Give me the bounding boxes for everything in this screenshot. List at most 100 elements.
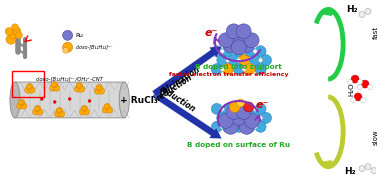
Text: calcination: calcination bbox=[158, 65, 202, 98]
Circle shape bbox=[229, 102, 240, 112]
Circle shape bbox=[231, 125, 235, 129]
Circle shape bbox=[220, 125, 224, 129]
Circle shape bbox=[242, 49, 246, 53]
Circle shape bbox=[217, 112, 228, 123]
Circle shape bbox=[367, 85, 372, 90]
Circle shape bbox=[242, 67, 246, 71]
Circle shape bbox=[255, 64, 266, 75]
Circle shape bbox=[50, 85, 56, 91]
Circle shape bbox=[11, 24, 19, 31]
Circle shape bbox=[359, 11, 365, 17]
Circle shape bbox=[239, 38, 254, 53]
Circle shape bbox=[222, 121, 233, 132]
Circle shape bbox=[358, 85, 363, 90]
Circle shape bbox=[242, 125, 246, 129]
Text: closo-[B₁₂H₁₂]²⁻: closo-[B₁₂H₁₂]²⁻ bbox=[76, 45, 113, 50]
Text: faster electron transfer efficiency: faster electron transfer efficiency bbox=[169, 72, 288, 77]
Circle shape bbox=[237, 116, 241, 120]
FancyArrow shape bbox=[152, 91, 222, 139]
Circle shape bbox=[365, 164, 371, 170]
Circle shape bbox=[104, 104, 109, 109]
Circle shape bbox=[217, 55, 228, 66]
Circle shape bbox=[253, 107, 257, 111]
Circle shape bbox=[222, 103, 233, 114]
Text: H₂: H₂ bbox=[344, 167, 356, 176]
Circle shape bbox=[59, 111, 65, 117]
Text: e⁻: e⁻ bbox=[256, 100, 269, 110]
Circle shape bbox=[361, 97, 366, 102]
Circle shape bbox=[249, 55, 260, 66]
Circle shape bbox=[239, 55, 249, 66]
Circle shape bbox=[231, 107, 235, 111]
Circle shape bbox=[226, 24, 241, 39]
Text: reduction: reduction bbox=[155, 73, 195, 103]
Circle shape bbox=[68, 97, 71, 100]
Circle shape bbox=[63, 30, 73, 40]
Circle shape bbox=[21, 103, 27, 109]
Circle shape bbox=[359, 166, 365, 172]
Circle shape bbox=[40, 97, 43, 100]
Circle shape bbox=[96, 85, 102, 91]
Circle shape bbox=[102, 107, 108, 113]
Ellipse shape bbox=[10, 82, 20, 118]
Text: fast: fast bbox=[373, 26, 378, 39]
Circle shape bbox=[63, 47, 69, 53]
Circle shape bbox=[19, 100, 23, 105]
Circle shape bbox=[222, 64, 233, 75]
Circle shape bbox=[358, 80, 363, 85]
Circle shape bbox=[25, 87, 31, 93]
Circle shape bbox=[244, 121, 255, 132]
Circle shape bbox=[8, 30, 17, 39]
Bar bbox=[12, 71, 44, 97]
Circle shape bbox=[27, 84, 33, 90]
Text: H₂O: H₂O bbox=[348, 82, 354, 96]
Circle shape bbox=[35, 105, 41, 111]
Text: B doped into support: B doped into support bbox=[195, 64, 282, 70]
Circle shape bbox=[231, 49, 235, 53]
Circle shape bbox=[83, 109, 90, 115]
Circle shape bbox=[15, 32, 22, 39]
Circle shape bbox=[57, 107, 63, 113]
Circle shape bbox=[218, 33, 233, 48]
Circle shape bbox=[19, 99, 25, 105]
Circle shape bbox=[211, 64, 222, 75]
Circle shape bbox=[220, 49, 224, 53]
Circle shape bbox=[106, 107, 113, 113]
Circle shape bbox=[255, 121, 266, 132]
Circle shape bbox=[253, 125, 257, 129]
Circle shape bbox=[81, 106, 86, 111]
Circle shape bbox=[365, 8, 371, 14]
Circle shape bbox=[244, 64, 255, 75]
Text: closo-[B₁₂H₁₂]²⁻/OH₂⁺-CNT: closo-[B₁₂H₁₂]²⁻/OH₂⁺-CNT bbox=[36, 76, 104, 81]
Circle shape bbox=[34, 106, 39, 111]
Text: H₂: H₂ bbox=[346, 5, 358, 14]
Circle shape bbox=[33, 109, 39, 115]
Circle shape bbox=[231, 30, 246, 45]
Circle shape bbox=[233, 121, 244, 132]
Circle shape bbox=[228, 55, 239, 66]
Circle shape bbox=[76, 83, 81, 88]
Circle shape bbox=[63, 42, 73, 52]
Circle shape bbox=[54, 85, 60, 91]
Circle shape bbox=[351, 75, 359, 83]
Circle shape bbox=[37, 109, 43, 115]
Circle shape bbox=[239, 112, 249, 123]
Circle shape bbox=[239, 119, 254, 134]
Circle shape bbox=[226, 105, 241, 119]
Circle shape bbox=[82, 105, 88, 111]
Circle shape bbox=[52, 82, 58, 88]
Circle shape bbox=[223, 119, 238, 134]
Circle shape bbox=[96, 85, 101, 90]
Circle shape bbox=[211, 46, 222, 57]
Circle shape bbox=[244, 102, 254, 112]
Circle shape bbox=[51, 82, 56, 87]
FancyArrow shape bbox=[152, 46, 222, 97]
Ellipse shape bbox=[119, 82, 129, 118]
Circle shape bbox=[226, 116, 230, 120]
Circle shape bbox=[6, 34, 16, 44]
Circle shape bbox=[233, 46, 244, 57]
Circle shape bbox=[244, 113, 259, 128]
Circle shape bbox=[260, 112, 271, 123]
Circle shape bbox=[231, 40, 246, 55]
Circle shape bbox=[54, 111, 61, 117]
